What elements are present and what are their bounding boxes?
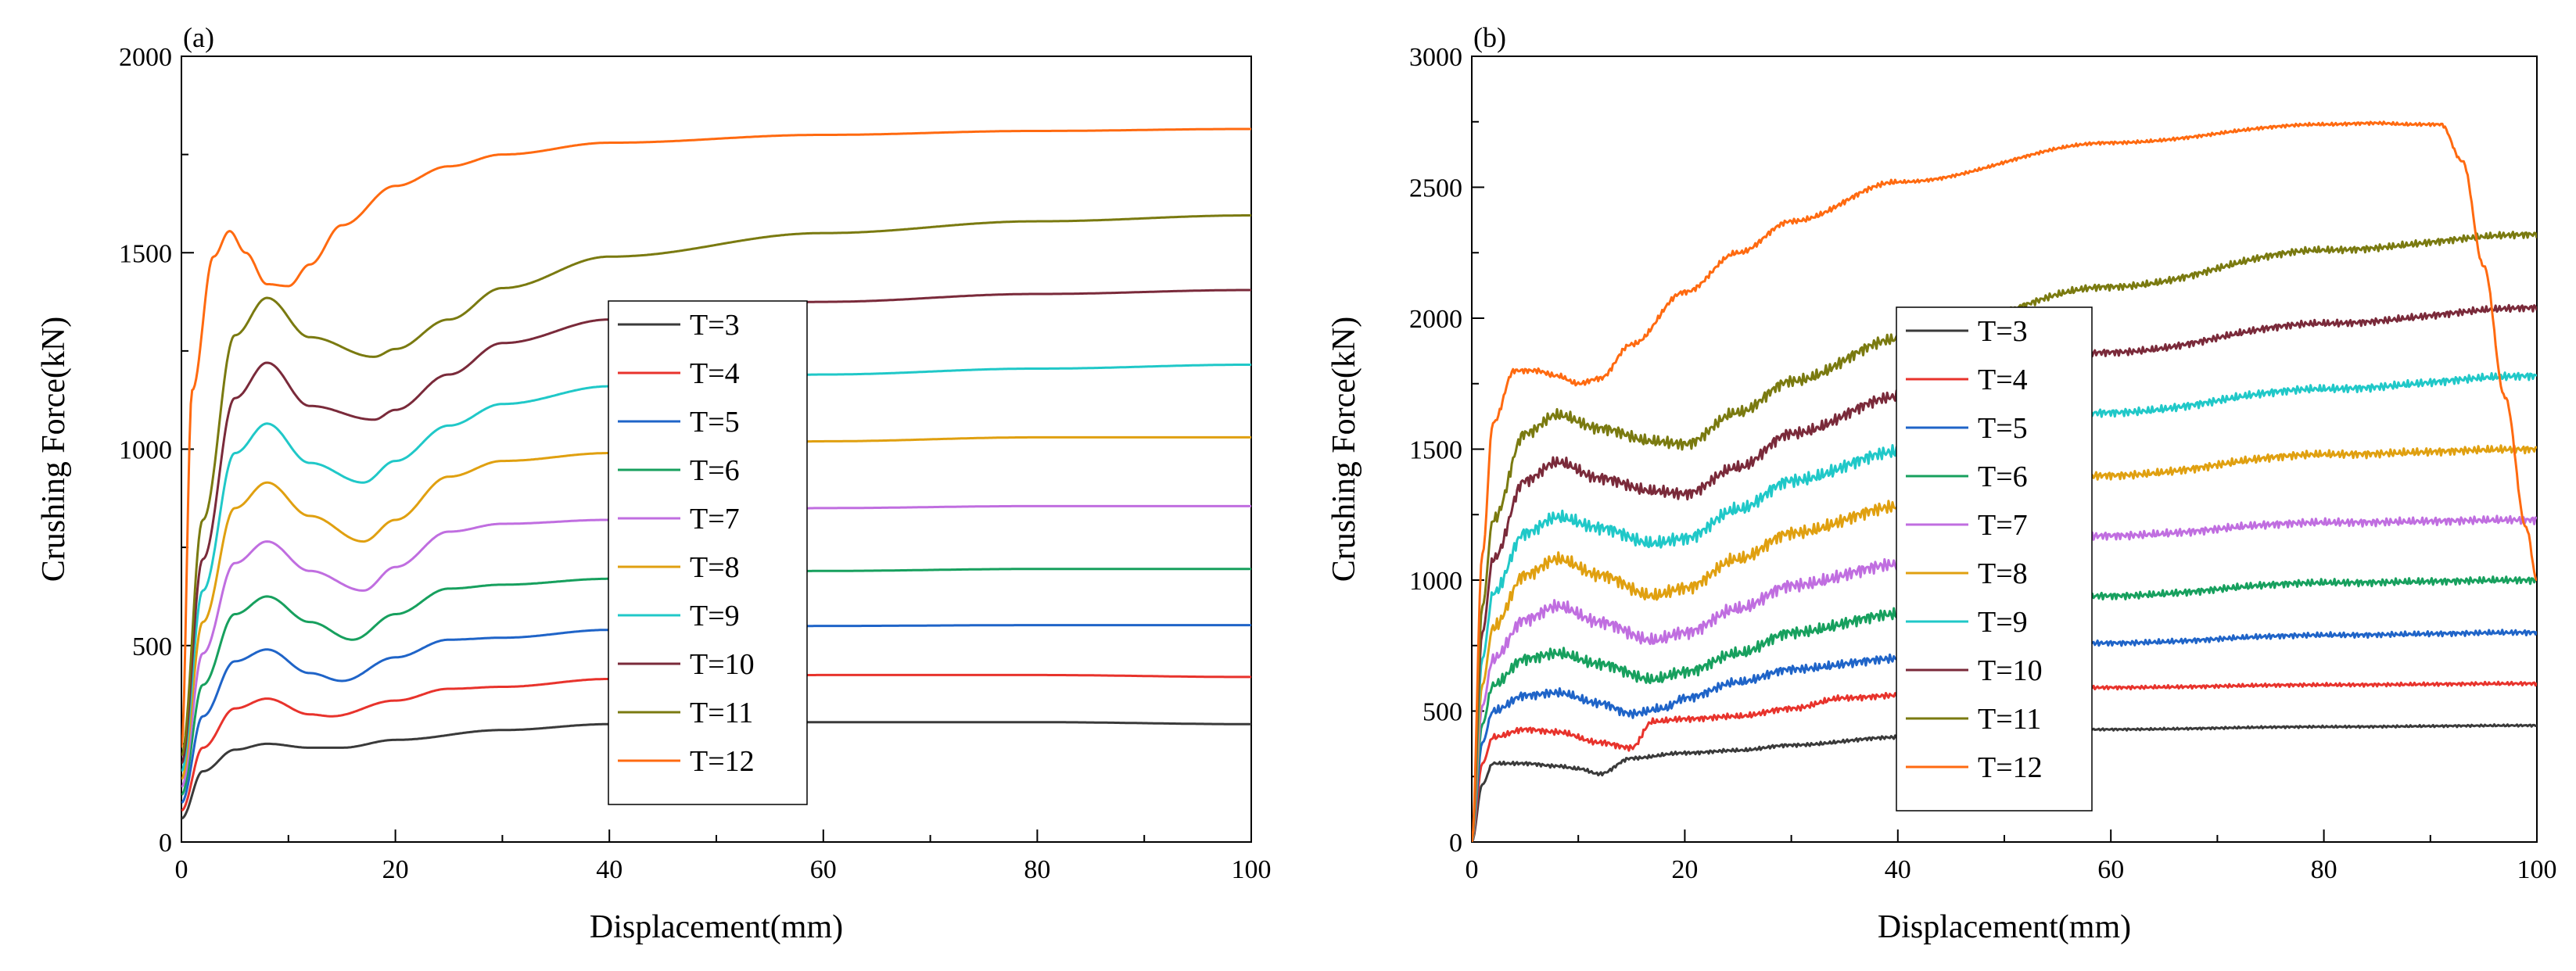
panel-label: (b)	[1473, 22, 1506, 53]
legend-label: T=3	[690, 309, 740, 342]
legend-label: T=12	[1978, 751, 2043, 784]
panel-label: (a)	[183, 22, 214, 53]
x-axis-label: Displacement(mm)	[1878, 909, 2131, 945]
y-tick-label: 1000	[1409, 567, 1462, 596]
legend-label: T=11	[690, 697, 753, 729]
x-tick-label: 80	[1024, 855, 1050, 884]
legend-label: T=6	[690, 454, 740, 487]
x-tick-label: 100	[2517, 855, 2557, 884]
legend-label: T=7	[690, 503, 740, 536]
x-tick-label: 0	[1466, 855, 1479, 884]
legend-box	[608, 300, 808, 805]
legend-label: T=3	[1978, 315, 2028, 348]
legend-box	[1896, 306, 2093, 812]
y-tick-label: 0	[159, 829, 172, 858]
x-tick-label: 0	[175, 855, 188, 884]
series-line-T-12	[1472, 120, 2537, 842]
chart-panel-b: 0 20 40 60 80 100050010001500200025003000Disp…	[1326, 22, 2557, 945]
legend-label: T=5	[1978, 412, 2028, 445]
x-tick-label: 40	[596, 855, 622, 884]
y-tick-label: 1000	[119, 436, 172, 465]
x-tick-label: 40	[1885, 855, 1911, 884]
legend-label: T=12	[690, 745, 755, 778]
y-tick-label: 500	[1423, 698, 1462, 727]
x-tick-label: 20	[1671, 855, 1698, 884]
x-axis-label: Displacement(mm)	[590, 909, 843, 945]
legend-label: T=9	[1978, 606, 2028, 639]
y-tick-label: 0	[1449, 829, 1462, 858]
legend-label: T=4	[690, 357, 740, 390]
legend-label: T=8	[690, 551, 740, 584]
legend-label: T=10	[1978, 654, 2043, 687]
y-axis-label: Crushing Force(kN)	[36, 317, 72, 582]
legend-label: T=9	[690, 600, 740, 632]
y-tick-label: 1500	[119, 239, 172, 268]
series-line-T-12	[181, 127, 1251, 748]
legend-label: T=5	[690, 406, 740, 439]
y-tick-label: 2500	[1409, 174, 1462, 203]
y-tick-label: 500	[132, 632, 172, 661]
y-tick-label: 3000	[1409, 43, 1462, 72]
legend-label: T=4	[1978, 364, 2028, 396]
x-tick-label: 100	[1232, 855, 1272, 884]
legend-label: T=6	[1978, 460, 2028, 493]
legend-label: T=11	[1978, 703, 2041, 736]
x-tick-label: 60	[810, 855, 837, 884]
series-line-T-11	[181, 214, 1251, 757]
y-tick-label: 2000	[119, 43, 172, 72]
legend-label: T=8	[1978, 557, 2028, 590]
y-tick-label: 2000	[1409, 305, 1462, 334]
x-tick-label: 80	[2311, 855, 2337, 884]
chart-panel-a: 0 20 40 60 80 1000500100015002000Displacement…	[36, 22, 1272, 945]
y-tick-label: 1500	[1409, 436, 1462, 465]
legend-label: T=10	[690, 648, 755, 681]
legend-label: T=7	[1978, 509, 2028, 542]
y-axis-label: Crushing Force(kN)	[1326, 317, 1362, 582]
x-tick-label: 20	[382, 855, 409, 884]
x-tick-label: 60	[2097, 855, 2124, 884]
